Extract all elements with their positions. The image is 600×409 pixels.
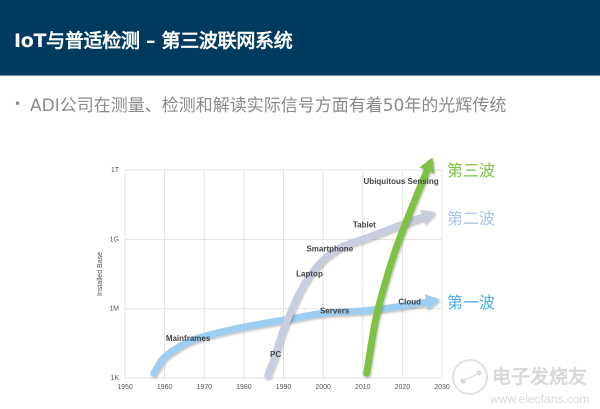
y-tick-label: 1K <box>110 375 119 382</box>
x-tick-label: 1980 <box>236 384 252 391</box>
bullet-text: ADI公司在测量、检测和解读实际信号方面有着50年的光辉传统 <box>30 96 507 116</box>
annotation-label: Mainframes <box>166 334 211 343</box>
y-tick-label: 1M <box>109 306 119 313</box>
x-tick-label: 1970 <box>196 384 212 391</box>
x-tick-label: 2010 <box>355 384 371 391</box>
elecfans-watermark: 电子发烧友 www.elecfans.com <box>452 359 589 406</box>
bullet-icon: • <box>14 97 22 111</box>
series-3-curve <box>363 157 435 377</box>
x-tick-label: 2000 <box>315 384 331 391</box>
annotation-label: Laptop <box>296 269 323 278</box>
x-tick-label: 1990 <box>276 384 292 391</box>
x-tick-label: 2020 <box>395 384 411 391</box>
series-line <box>264 210 434 379</box>
series-line <box>363 159 434 377</box>
watermark-brand: 电子发烧友 <box>492 365 587 388</box>
wave-label: 第二波 <box>447 209 495 228</box>
y-tick-label: 1G <box>110 236 119 243</box>
title-bar: IoT与普适检测 – 第三波联网系统 <box>0 0 600 76</box>
arrowhead-icon <box>419 157 435 174</box>
x-tick-label: 1960 <box>157 384 173 391</box>
x-tick-label: 1950 <box>117 384 133 391</box>
y-tick-label: 1T <box>111 167 120 174</box>
arrowhead-icon <box>419 209 436 225</box>
annotation-label: Ubiquitous Sensing <box>364 177 439 186</box>
slide-title: IoT与普适检测 – 第三波联网系统 <box>14 30 293 52</box>
annotation-label: Cloud <box>398 298 421 307</box>
annotation-label: Tablet <box>353 221 376 230</box>
annotation-label: Smartphone <box>306 244 353 253</box>
annotation-label: Servers <box>320 306 350 315</box>
y-axis-label: Installed Base <box>97 252 104 296</box>
wave-label: 第一波 <box>447 293 495 312</box>
annotation-label: PC <box>270 350 281 359</box>
wave-label: 第三波 <box>447 161 495 180</box>
watermark-url: www.elecfans.com <box>489 392 589 406</box>
bullet-point: • ADI公司在测量、检测和解读实际信号方面有着50年的光辉传统 <box>14 91 506 116</box>
series-2-curve <box>264 209 436 379</box>
x-tick-label: 2030 <box>434 384 450 391</box>
arrowhead-icon <box>424 294 440 310</box>
